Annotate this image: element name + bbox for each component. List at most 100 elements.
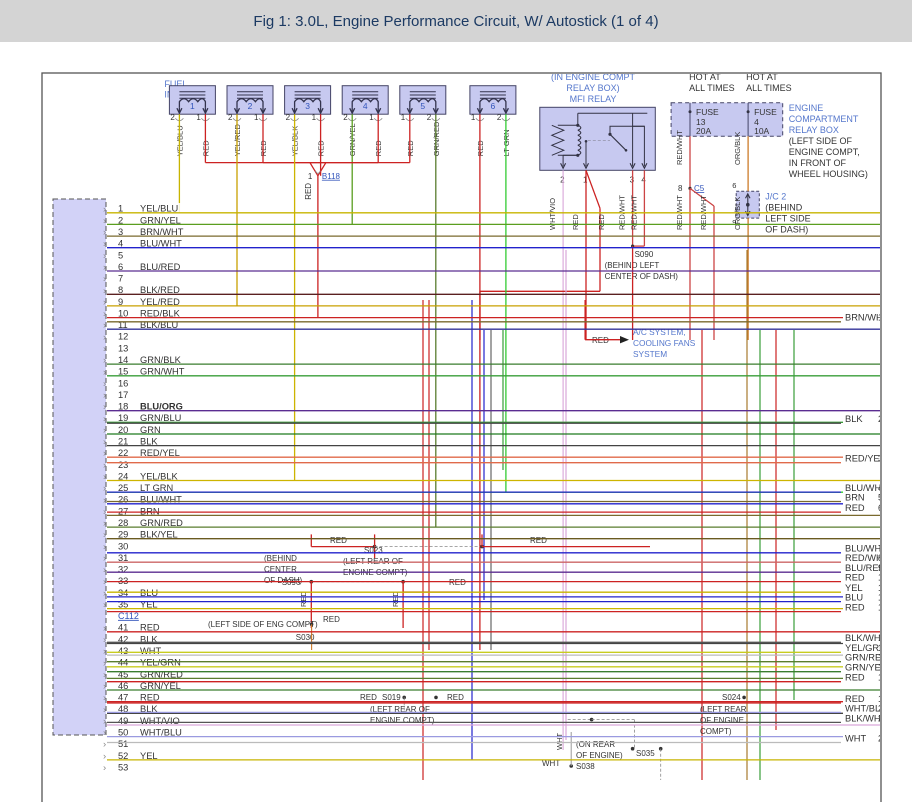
svg-text:(LEFT REAR OF: (LEFT REAR OF <box>343 557 403 566</box>
svg-text:17: 17 <box>878 663 888 673</box>
svg-text:5: 5 <box>420 101 425 111</box>
svg-text:16: 16 <box>118 378 128 388</box>
svg-text:OF DASH): OF DASH) <box>765 224 808 234</box>
svg-text:1: 1 <box>312 113 317 122</box>
svg-text:BRN/WHT: BRN/WHT <box>845 313 889 323</box>
svg-text:2: 2 <box>497 113 502 122</box>
svg-text:RED: RED <box>845 673 865 683</box>
svg-text:9: 9 <box>732 218 736 227</box>
svg-text:1: 1 <box>471 113 476 122</box>
svg-text:S090: S090 <box>635 250 654 259</box>
svg-text:C112: C112 <box>118 611 139 621</box>
svg-text:GRN/RED: GRN/RED <box>845 653 888 663</box>
svg-text:›: › <box>103 728 106 739</box>
svg-text:31: 31 <box>118 553 128 563</box>
svg-text:RED: RED <box>360 693 377 702</box>
svg-text:›: › <box>103 541 106 552</box>
svg-text:51: 51 <box>118 739 128 749</box>
svg-text:RED: RED <box>845 503 865 513</box>
svg-text:›: › <box>103 472 106 483</box>
svg-text:COMPT): COMPT) <box>700 727 732 736</box>
svg-text:6: 6 <box>491 101 496 111</box>
svg-text:RED: RED <box>449 578 466 587</box>
svg-text:S096: S096 <box>282 578 301 587</box>
svg-text:›: › <box>103 274 106 285</box>
svg-text:›: › <box>103 681 106 692</box>
svg-text:13: 13 <box>878 603 888 613</box>
svg-text:RED: RED <box>597 214 606 230</box>
svg-text:›: › <box>103 367 106 378</box>
svg-text:C5: C5 <box>694 184 705 193</box>
svg-text:›: › <box>103 600 106 611</box>
svg-text:›: › <box>103 215 106 226</box>
svg-text:13: 13 <box>118 343 128 353</box>
svg-text:1: 1 <box>196 113 201 122</box>
svg-text:(ON REAR: (ON REAR <box>576 740 615 749</box>
svg-text:RED: RED <box>330 536 347 545</box>
svg-text:1: 1 <box>308 172 313 181</box>
svg-text:RED: RED <box>391 591 400 607</box>
svg-text:S035: S035 <box>636 749 655 758</box>
svg-text:WHT: WHT <box>555 733 564 750</box>
svg-text:MFI RELAY: MFI RELAY <box>570 94 617 104</box>
svg-text:COMPARTMENT: COMPARTMENT <box>789 114 859 124</box>
svg-text:›: › <box>103 704 106 715</box>
svg-text:2: 2 <box>286 113 291 122</box>
svg-text:›: › <box>103 448 106 459</box>
svg-text:RED: RED <box>571 214 580 230</box>
svg-text:›: › <box>103 576 106 587</box>
svg-text:›: › <box>103 716 106 727</box>
svg-text:17: 17 <box>118 390 128 400</box>
svg-text:21: 21 <box>878 713 888 723</box>
svg-text:›: › <box>103 437 106 448</box>
svg-text:BLU: BLU <box>845 593 863 603</box>
svg-text:›: › <box>103 658 106 669</box>
svg-text:WHT: WHT <box>845 733 866 743</box>
svg-text:›: › <box>103 402 106 413</box>
svg-text:›: › <box>103 320 106 331</box>
svg-text:›: › <box>103 344 106 355</box>
svg-text:ENGINE COMPT,: ENGINE COMPT, <box>789 147 860 157</box>
svg-text:S019: S019 <box>382 693 401 702</box>
svg-text:IN FRONT OF: IN FRONT OF <box>789 158 847 168</box>
svg-text:ENGINE COMPT): ENGINE COMPT) <box>370 716 435 725</box>
svg-text:RED: RED <box>299 591 308 607</box>
svg-text:›: › <box>103 332 106 343</box>
svg-text:7: 7 <box>118 274 123 284</box>
svg-text:›: › <box>103 506 106 517</box>
svg-text:ALL TIMES: ALL TIMES <box>746 83 792 93</box>
svg-text:›: › <box>103 518 106 529</box>
svg-text:1: 1 <box>190 101 195 111</box>
svg-text:›: › <box>103 763 106 774</box>
svg-text:WHT/VIO: WHT/VIO <box>548 198 557 230</box>
svg-text:RED: RED <box>304 183 313 200</box>
svg-text:20A: 20A <box>696 126 711 136</box>
svg-text:›: › <box>103 297 106 308</box>
svg-text:›: › <box>103 495 106 506</box>
svg-text:5: 5 <box>118 250 123 260</box>
svg-text:›: › <box>103 239 106 250</box>
svg-text:RELAY BOX): RELAY BOX) <box>566 83 619 93</box>
svg-text:53: 53 <box>118 762 128 772</box>
svg-text:FUSE: FUSE <box>754 107 777 117</box>
svg-text:BRN: BRN <box>845 492 865 502</box>
svg-text:RED: RED <box>447 693 464 702</box>
svg-text:RED: RED <box>845 573 865 583</box>
svg-text:3: 3 <box>305 101 310 111</box>
svg-text:14: 14 <box>878 633 888 643</box>
svg-text:12: 12 <box>118 332 128 342</box>
svg-text:›: › <box>103 204 106 215</box>
svg-text:OF ENGINE): OF ENGINE) <box>576 751 623 760</box>
svg-text:22: 22 <box>878 733 888 743</box>
svg-text:SYSTEM: SYSTEM <box>633 349 667 359</box>
svg-text:›: › <box>103 309 106 320</box>
svg-text:›: › <box>103 553 106 564</box>
svg-text:(LEFT SIDE OF: (LEFT SIDE OF <box>789 136 853 146</box>
svg-text:›: › <box>103 355 106 366</box>
svg-text:›: › <box>103 646 106 657</box>
svg-text:10A: 10A <box>754 126 769 136</box>
svg-text:2: 2 <box>427 113 432 122</box>
svg-text:23: 23 <box>118 460 128 470</box>
svg-text:›: › <box>103 413 106 424</box>
svg-text:›: › <box>103 693 106 704</box>
